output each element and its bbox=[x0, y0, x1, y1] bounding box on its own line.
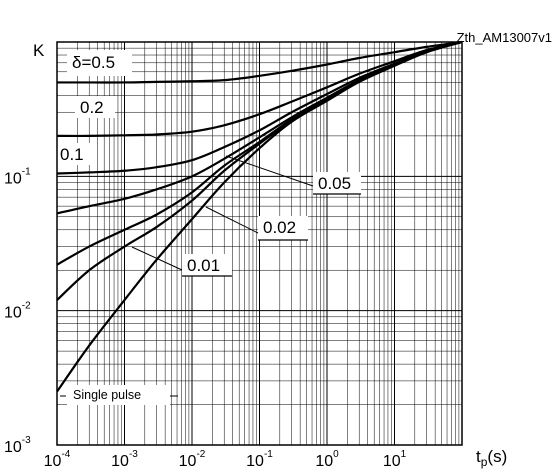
series-label-box bbox=[258, 216, 308, 240]
x-tick-exponent: 1 bbox=[401, 449, 407, 460]
x-axis-label-subscript: p bbox=[481, 455, 488, 469]
x-tick-label: 10-1 bbox=[246, 449, 273, 470]
y-axis-label: K bbox=[33, 41, 45, 60]
x-tick-label: 10-3 bbox=[111, 449, 138, 470]
x-tick-exponent: -3 bbox=[129, 449, 138, 460]
x-tick-exponent: -2 bbox=[196, 449, 205, 460]
series-label-leader bbox=[225, 155, 314, 187]
x-tick-exponent: -4 bbox=[61, 449, 70, 460]
y-tick-label: 10-2 bbox=[4, 301, 31, 322]
series-labels: δ=0.5 0.2 0.1 0.05 0.02 0.01 Single pulse bbox=[58, 50, 361, 405]
figure-id-label: Zth_AM13007v1 bbox=[457, 30, 552, 45]
series-label-leader bbox=[131, 246, 183, 271]
series-label: δ=0.5 bbox=[72, 53, 115, 72]
series-label-leader bbox=[205, 206, 259, 234]
y-tick-labels: 10-1 10-2 10-3 bbox=[4, 166, 31, 456]
series-label-box bbox=[313, 172, 361, 194]
curves bbox=[56, 40, 463, 393]
series-label: Single pulse bbox=[73, 388, 141, 402]
series-label-box bbox=[58, 143, 92, 165]
x-axis-label: tp(s) bbox=[476, 447, 507, 469]
series-label: 0.2 bbox=[80, 98, 104, 117]
series-label-box bbox=[75, 96, 115, 118]
plot-frame bbox=[56, 41, 463, 446]
x-tick-labels: 10-4 10-3 10-2 10-1 100 101 bbox=[44, 449, 407, 470]
series-label: 0.02 bbox=[263, 218, 296, 237]
y-tick-exponent: -3 bbox=[22, 435, 31, 446]
x-tick-label: 10-2 bbox=[179, 449, 206, 470]
x-tick-exponent: -1 bbox=[264, 449, 273, 460]
series-label-box bbox=[182, 254, 232, 276]
y-tick-exponent: -1 bbox=[22, 166, 31, 177]
x-tick-label: 10-4 bbox=[44, 449, 71, 470]
series-label-box bbox=[67, 385, 170, 405]
series-curve bbox=[57, 40, 463, 84]
series-label: 0.1 bbox=[60, 145, 84, 164]
x-axis-label-base: t bbox=[476, 447, 481, 466]
x-tick-label: 100 bbox=[315, 449, 339, 470]
x-tick-label: 101 bbox=[383, 449, 407, 470]
series-curve bbox=[56, 40, 463, 393]
y-tick-exponent: -2 bbox=[22, 301, 31, 312]
series-label: 0.01 bbox=[187, 256, 220, 275]
series-curve bbox=[56, 40, 463, 138]
y-tick-label: 10-3 bbox=[4, 435, 31, 456]
x-tick-exponent: 0 bbox=[333, 449, 339, 460]
y-tick-label: 10-1 bbox=[4, 166, 31, 187]
series-label: 0.05 bbox=[318, 174, 351, 193]
series-label-box bbox=[67, 50, 132, 76]
x-axis-label-unit: (s) bbox=[487, 447, 507, 466]
